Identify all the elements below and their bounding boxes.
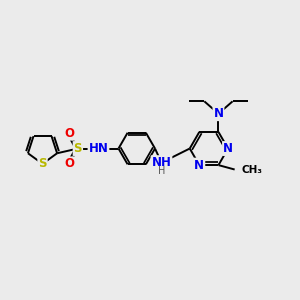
- Text: HN: HN: [88, 142, 108, 155]
- Text: CH₃: CH₃: [241, 164, 262, 175]
- Text: N: N: [194, 159, 204, 172]
- Text: S: S: [38, 157, 47, 170]
- Text: N: N: [223, 142, 233, 155]
- Text: NH: NH: [152, 156, 171, 169]
- Text: H: H: [158, 166, 165, 176]
- Text: N: N: [214, 107, 224, 120]
- Text: O: O: [64, 157, 75, 170]
- Text: S: S: [74, 142, 82, 155]
- Text: O: O: [64, 127, 75, 140]
